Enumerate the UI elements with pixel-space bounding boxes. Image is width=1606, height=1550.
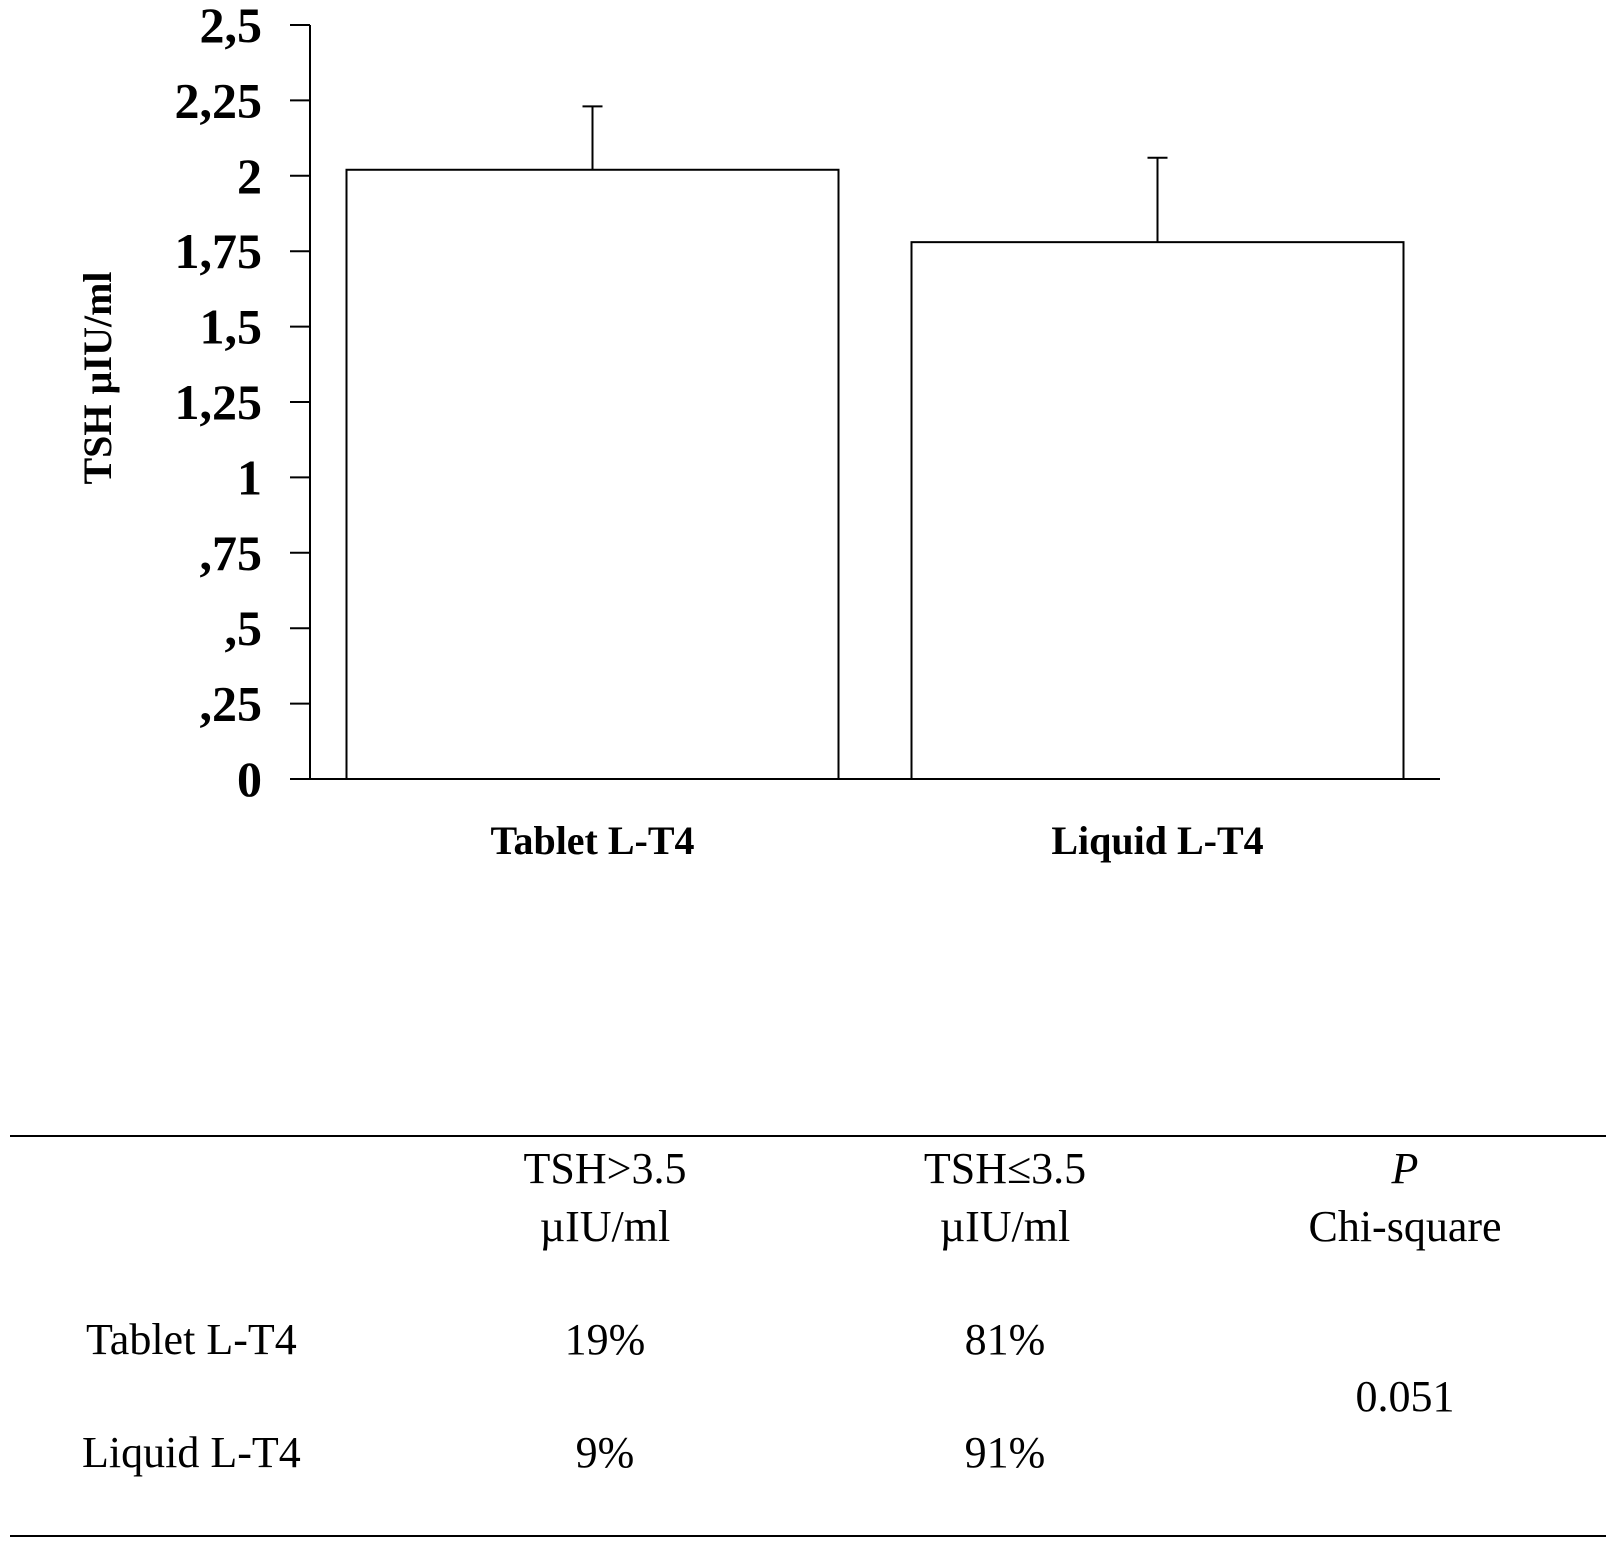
table-top-rule	[10, 1135, 1606, 1137]
y-tick-label: 2,25	[175, 72, 263, 128]
cell-liquid-col2: 91%	[964, 1428, 1046, 1477]
y-tick-label: 2,5	[200, 0, 263, 53]
p-value: 0.051	[1355, 1372, 1455, 1421]
header-col2: TSH≤3.5 µIU/ml	[923, 1144, 1087, 1251]
y-axis-title: TSH µIU/ml	[75, 271, 120, 484]
cell-tablet-col1: 19%	[564, 1315, 646, 1364]
cell-liquid-col1: 9%	[575, 1428, 635, 1477]
y-tick-label: ,25	[200, 676, 263, 732]
y-tick-label: 2	[237, 148, 262, 204]
bar	[345, 168, 840, 780]
header-col1: TSH>3.5 µIU/ml	[523, 1144, 687, 1251]
y-tick-label: 1	[237, 449, 262, 505]
row-label-liquid: Liquid L-T4	[82, 1428, 301, 1477]
y-tick-label: ,75	[200, 525, 263, 581]
x-category-label: Liquid L-T4	[1051, 818, 1263, 863]
y-axis: 0 ,25 ,5 ,75 1 1,25 1,5 1,75 2 2,25 2,5	[175, 0, 311, 807]
cell-tablet-col2: 81%	[964, 1315, 1046, 1364]
y-tick-label: 1,25	[175, 374, 263, 430]
y-tick-label: 0	[237, 751, 262, 807]
y-tick-label: 1,5	[200, 299, 263, 355]
bar	[910, 241, 1405, 781]
table-bottom-rule	[10, 1535, 1606, 1537]
y-tick-label: 1,75	[175, 223, 263, 279]
bar-chart: 0 ,25 ,5 ,75 1 1,25 1,5 1,75 2 2,25 2,5 Tablet L-T…	[75, 0, 1440, 863]
y-tick-label: ,5	[225, 600, 263, 656]
row-label-tablet: Tablet L-T4	[86, 1315, 297, 1364]
header-col3: P Chi-square	[1308, 1144, 1502, 1251]
x-axis: Tablet L-T4 Liquid L-T4	[290, 778, 1440, 863]
bars	[345, 105, 1405, 781]
x-category-label: Tablet L-T4	[490, 818, 694, 863]
